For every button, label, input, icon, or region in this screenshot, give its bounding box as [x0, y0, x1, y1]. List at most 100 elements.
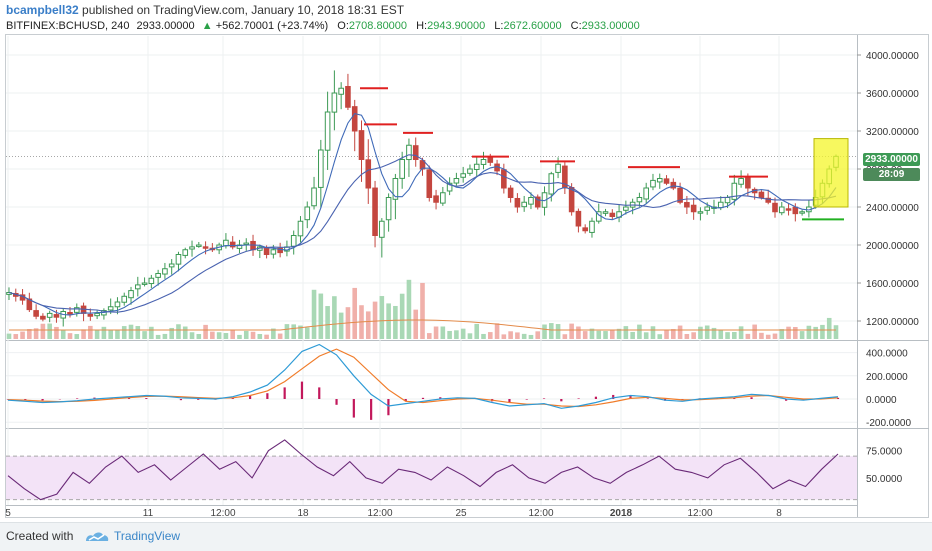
- volume-bar: [657, 334, 663, 339]
- price-tick-label: 4000.00000: [866, 51, 919, 62]
- price-tick-label: 2000.00000: [866, 241, 919, 252]
- macd-line: [7, 343, 839, 409]
- volume-bar: [474, 323, 480, 339]
- candle-body: [772, 202, 778, 213]
- volume-bar: [582, 331, 588, 339]
- candle-body: [758, 191, 765, 199]
- up-arrow-icon: ▲: [201, 20, 213, 32]
- candle-body: [40, 315, 46, 320]
- candle-body: [189, 246, 195, 250]
- candle-body: [290, 235, 297, 247]
- candle-body: [602, 211, 609, 214]
- footer: Created with TradingView: [0, 522, 932, 551]
- candle-body: [392, 178, 399, 200]
- moving-averages: [8, 112, 837, 316]
- price-tick-label: 1200.00000: [866, 317, 919, 328]
- volume-bar: [203, 324, 208, 339]
- price-tick-label: 3200.00000: [866, 127, 919, 138]
- volume-bar: [765, 334, 771, 339]
- volume-bar: [826, 317, 832, 339]
- volume-bar: [677, 325, 683, 339]
- volume-bar: [596, 330, 602, 339]
- candle-body: [609, 212, 616, 218]
- volume-bar: [786, 326, 791, 339]
- volume-bar: [54, 326, 59, 339]
- volume-bar: [74, 334, 80, 339]
- volume-bar: [732, 332, 737, 339]
- time-tick-label: 5: [5, 508, 11, 519]
- volume-bar: [610, 330, 615, 339]
- volume-bar: [189, 332, 195, 339]
- candle-body: [656, 178, 663, 183]
- volume-bar: [271, 328, 276, 339]
- volume-bar: [115, 329, 120, 339]
- volume-bar: [515, 332, 520, 339]
- time-tick-label: 18: [297, 508, 309, 519]
- candle-body: [182, 249, 189, 256]
- volume-bar: [250, 331, 256, 339]
- candle-body: [175, 254, 182, 265]
- volume-bar: [386, 303, 391, 339]
- volume-bar: [169, 327, 174, 339]
- volume-bar: [338, 312, 344, 339]
- candle-body: [792, 206, 799, 215]
- volume-bar: [101, 326, 107, 339]
- volume-bar: [426, 333, 432, 339]
- close-label: C:: [570, 20, 582, 32]
- volume-bar: [454, 330, 459, 339]
- candle-body: [704, 206, 711, 211]
- candle-body: [202, 246, 209, 249]
- volume-bar: [196, 334, 202, 339]
- volume-bar: [142, 331, 147, 339]
- rsi-line: [7, 439, 839, 501]
- chart-grid: [6, 35, 929, 517]
- candle-body: [141, 282, 148, 285]
- symbol-name[interactable]: BITFINEX:BCHUSD, 240: [6, 20, 130, 32]
- volume-bar: [481, 333, 486, 339]
- publisher-username[interactable]: bcampbell32: [6, 3, 79, 17]
- tradingview-logo-icon[interactable]: [84, 530, 110, 549]
- chart-canvas[interactable]: 5 11 12:00 18 12:00 25 12:00 2018 12:00 8 4000.000…: [0, 0, 932, 520]
- volume-bar: [264, 334, 269, 339]
- candle-body: [778, 206, 785, 214]
- candle-body: [521, 201, 527, 208]
- low-value: 2672.60000: [503, 20, 562, 32]
- candle-body: [406, 144, 412, 161]
- volume-bar: [820, 324, 825, 339]
- tradingview-brand[interactable]: TradingView: [114, 529, 181, 543]
- open-label: O:: [337, 20, 349, 32]
- volume-bar: [772, 333, 778, 339]
- open-value: 2708.80000: [348, 20, 408, 32]
- volume-bar: [47, 323, 52, 339]
- volume-bar: [806, 325, 812, 339]
- candle-body: [223, 239, 229, 247]
- volume-bar: [711, 327, 717, 339]
- candle-body: [128, 290, 134, 299]
- candle-body: [487, 157, 494, 163]
- candle-body: [345, 86, 351, 108]
- candle-body: [575, 210, 582, 227]
- candle-body: [426, 169, 433, 199]
- volume-bar: [833, 325, 839, 339]
- volume-bar: [6, 333, 12, 339]
- volume-bar: [616, 328, 622, 339]
- volume-bar: [535, 331, 541, 339]
- candle-body: [738, 178, 744, 185]
- last-price-badge: 2933.00000: [863, 153, 920, 166]
- candle-body: [731, 182, 738, 200]
- candle-body: [643, 187, 649, 200]
- volume-bar: [88, 325, 93, 339]
- candle-body: [358, 130, 365, 161]
- candle-body: [324, 111, 331, 151]
- volume-bar: [176, 324, 181, 339]
- volume-bar: [555, 324, 561, 339]
- volume-bar: [650, 326, 656, 339]
- volume-bar: [752, 324, 757, 339]
- candle-body: [636, 197, 643, 203]
- volume-bar: [725, 332, 730, 339]
- candle-body: [555, 163, 561, 173]
- volume-bar: [149, 326, 154, 339]
- volume-bar: [779, 329, 785, 339]
- volume-bar: [548, 323, 554, 339]
- volume-bar: [216, 332, 222, 339]
